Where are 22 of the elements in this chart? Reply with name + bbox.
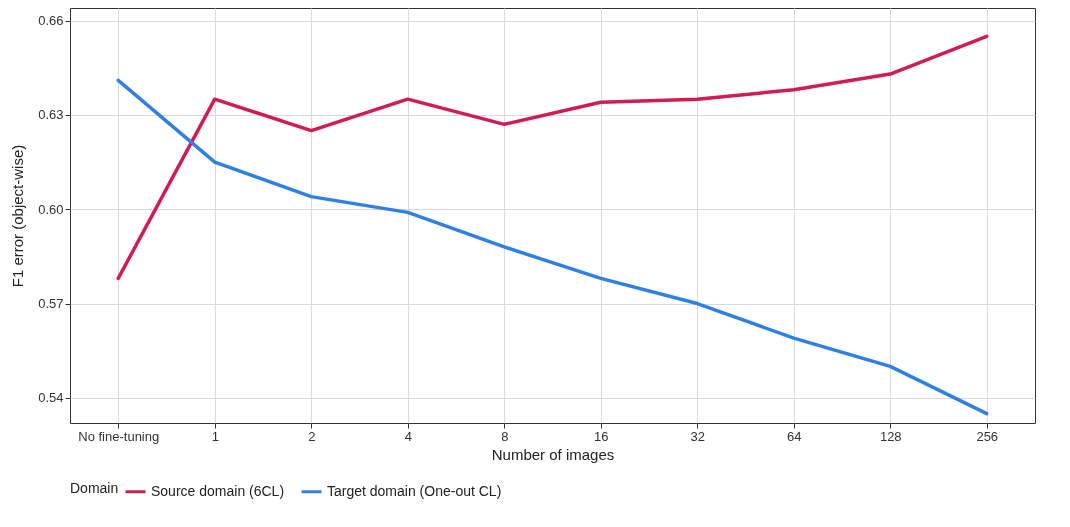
x-tick-label: 256 (976, 428, 999, 444)
x-tick-label: 8 (501, 428, 509, 444)
x-tick-label: 16 (594, 428, 609, 444)
legend-label: Target domain (One-out CL) (327, 482, 502, 499)
x-tick-label: 64 (787, 428, 802, 444)
x-tick-label: No fine-tuning (78, 428, 160, 444)
y-axis-title: F1 error (object-wise) (9, 144, 27, 288)
x-tick-label: 128 (879, 428, 902, 444)
x-tick-label: 1 (211, 428, 219, 444)
legend-title: Domain (70, 480, 119, 496)
line-series (116, 78, 989, 416)
y-tick-label: 0.63 (38, 107, 64, 123)
legend-label: Source domain (6CL) (151, 482, 285, 499)
y-tick-label: 0.66 (38, 13, 64, 29)
x-tick-label: 32 (690, 428, 705, 444)
y-tick-label: 0.54 (38, 390, 64, 406)
x-axis-title: Number of images (491, 445, 615, 463)
x-tick-label: 2 (308, 428, 316, 444)
y-tick-label: 0.60 (38, 201, 64, 217)
x-tick-label: 4 (404, 428, 412, 444)
line-series (116, 34, 989, 281)
y-tick-label: 0.57 (38, 296, 64, 312)
